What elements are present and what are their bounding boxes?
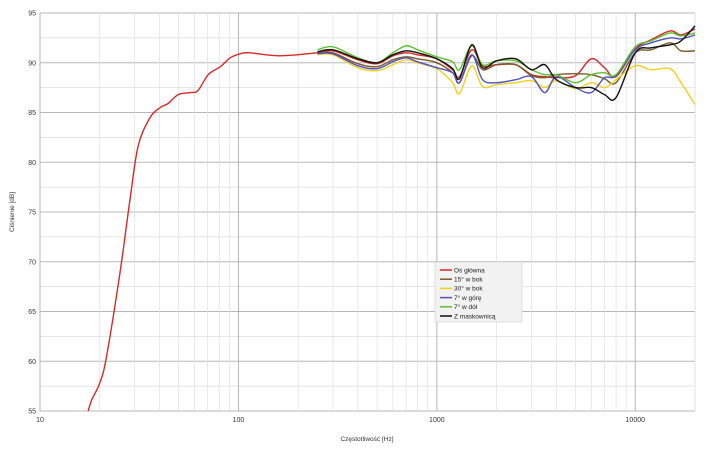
y-tick-label: 65 <box>28 309 36 316</box>
legend-label: Oś główna <box>454 267 485 274</box>
y-tick-label: 95 <box>28 11 36 18</box>
y-axis-label: Ciśnienie [dB] <box>9 192 16 232</box>
y-tick-label: 90 <box>28 60 36 67</box>
legend-label: 30° w bok <box>454 285 483 293</box>
x-tick-label: 1000 <box>429 417 445 424</box>
y-tick-label: 55 <box>28 409 36 416</box>
y-tick-label: 85 <box>28 110 36 117</box>
y-tick-label: 80 <box>28 160 36 167</box>
legend-label: 7° w górę <box>454 294 482 302</box>
series-lines <box>87 25 696 412</box>
axis-ticks: 55 60 65 70 75 80 85 90 95 10 100 1000 10000 <box>28 11 645 425</box>
y-tick-label: 60 <box>28 359 36 366</box>
series-line <box>317 34 696 94</box>
legend-label: Z maskownicą <box>454 313 496 320</box>
legend-label: 7° w dół <box>454 303 478 311</box>
series-line <box>317 32 696 84</box>
y-tick-label: 75 <box>28 210 36 217</box>
legend-label: 15° w bok <box>454 276 483 284</box>
series-line <box>87 28 696 412</box>
series-line <box>317 53 696 105</box>
series-line <box>317 25 696 101</box>
x-axis-label: Częstotliwość [Hz] <box>340 436 393 443</box>
x-tick-label: 100 <box>233 417 245 424</box>
x-tick-label: 10000 <box>626 417 646 424</box>
legend-box <box>434 261 523 323</box>
x-tick-label: 10 <box>36 417 44 424</box>
y-tick-label: 70 <box>28 259 36 266</box>
